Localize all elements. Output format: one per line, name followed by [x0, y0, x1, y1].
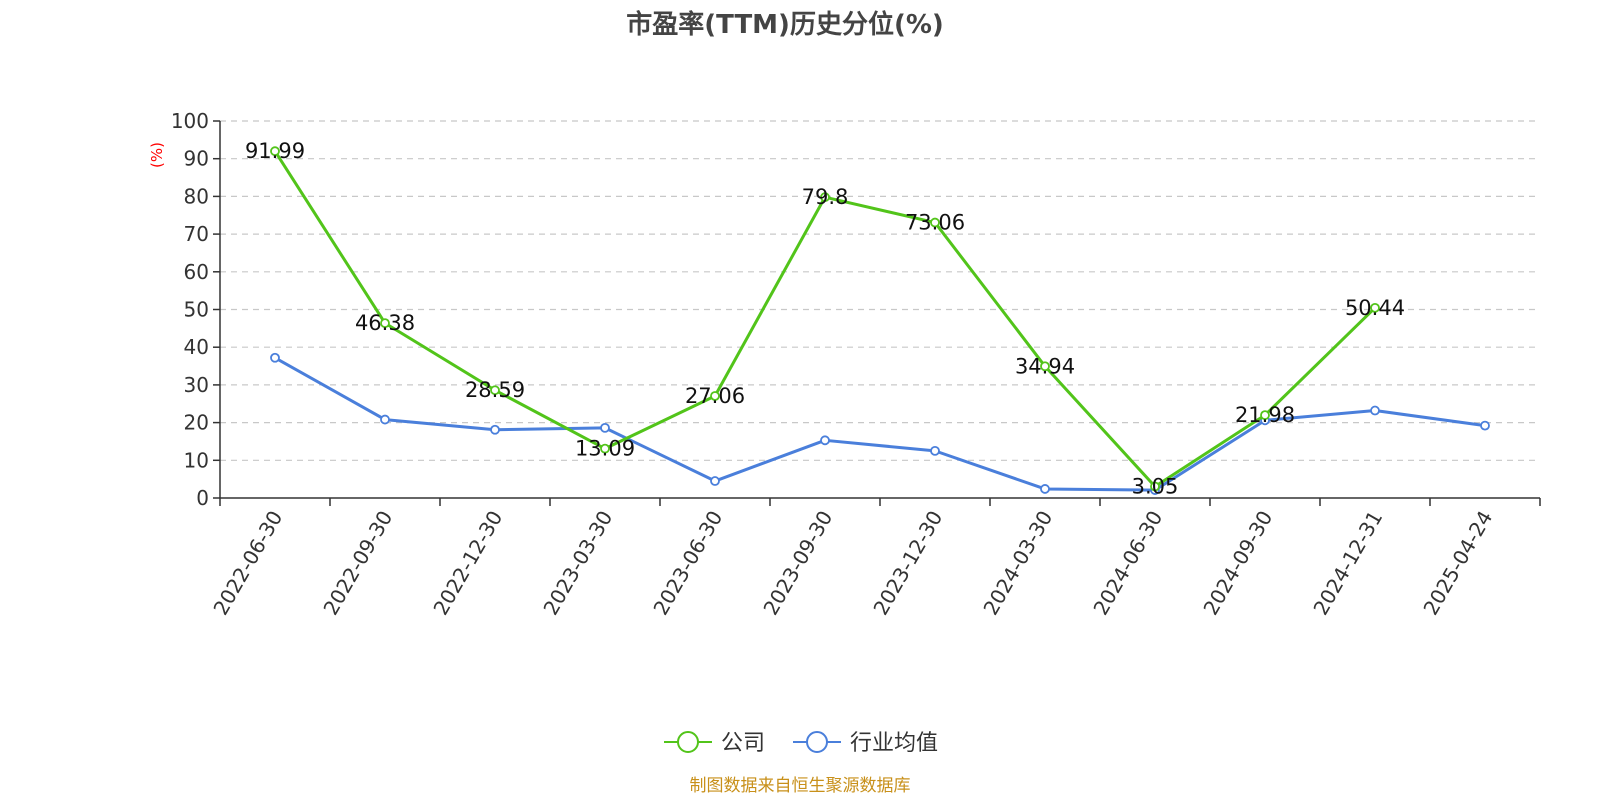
series-0-label-10: 50.44: [1345, 296, 1405, 320]
series-0-point-8: [1150, 481, 1160, 492]
series-layer: [270, 146, 1490, 495]
x-tick-label-8: 2024-06-30: [1088, 507, 1167, 620]
series-0-point-9: [1260, 410, 1270, 421]
x-tick-label-7: 2024-03-30: [978, 507, 1057, 620]
y-tick-label-6: 60: [184, 260, 209, 284]
x-tick-label-5: 2023-09-30: [758, 507, 837, 620]
x-tick-label-9: 2024-09-30: [1198, 507, 1277, 620]
series-0-point-2: [490, 385, 500, 396]
series-0-label-5: 79.8: [802, 185, 849, 209]
y-tick-label-7: 70: [184, 222, 209, 246]
series-0-point-5: [820, 192, 830, 203]
x-tick-label-10: 2024-12-31: [1308, 507, 1387, 620]
legend-item-1[interactable]: 行业均值: [793, 731, 938, 756]
y-tick-label-0: 0: [196, 486, 209, 510]
y-tick-label-10: 100: [171, 109, 209, 133]
series-1-point-11: [1480, 420, 1490, 431]
series-0-label-7: 34.94: [1015, 354, 1075, 378]
series-1-point-6: [930, 445, 940, 456]
series-0-point-4: [710, 391, 720, 401]
series-0-label-4: 27.06: [685, 384, 745, 408]
series-0-point-10: [1370, 302, 1380, 313]
x-tick-label-1: 2022-09-30: [318, 507, 397, 620]
y-tick-label-4: 40: [184, 335, 209, 359]
y-tick-label-3: 30: [184, 373, 209, 397]
x-tick-label-4: 2023-06-30: [648, 507, 727, 620]
y-tick-label-5: 50: [184, 298, 209, 322]
series-0-point-1: [380, 318, 390, 329]
series-1-point-1: [380, 414, 390, 425]
grid: [220, 120, 1540, 461]
series-1-point-10: [1370, 405, 1380, 416]
y-tick-label-9: 90: [184, 147, 209, 171]
series-line-1: [274, 356, 1486, 492]
series-0-label-2: 28.59: [465, 378, 525, 402]
legend-label-0: 公司: [721, 731, 765, 756]
series-0-point-0: [270, 146, 280, 157]
legend-marker-0: [677, 731, 699, 753]
series-0-label-8: 3.05: [1132, 475, 1179, 499]
series-1-point-0: [270, 352, 280, 363]
chart-title: 市盈率(TTM)历史分位(%): [626, 9, 944, 40]
series-1-point-3: [600, 422, 610, 433]
source-text: 制图数据来自恒生聚源数据库: [690, 776, 911, 796]
x-tick-label-6: 2023-12-30: [868, 507, 947, 620]
legend[interactable]: 公司 行业均值: [664, 731, 938, 756]
series-0-label-6: 73.06: [905, 211, 965, 235]
axes: 0 10 20 30 40 50 60 70 80 90 100 2022-06-30 2022-09-…: [171, 109, 1541, 620]
legend-item-0[interactable]: 公司: [664, 731, 765, 756]
data-labels: 91.99 46.38 28.59 13.09 27.06 79.8 73.06 34.94 3…: [245, 139, 1405, 498]
series-1-point-4: [710, 476, 720, 486]
y-tick-label-1: 10: [184, 448, 209, 472]
series-0-label-3: 13.09: [575, 437, 635, 461]
series-0-point-3: [600, 443, 610, 454]
x-tick-label-2: 2022-12-30: [428, 507, 507, 620]
y-axis-unit: (%): [148, 142, 166, 168]
series-0-point-6: [930, 217, 940, 228]
series-1-point-7: [1040, 484, 1050, 494]
series-0-label-1: 46.38: [355, 311, 415, 335]
series-1-point-2: [490, 424, 500, 435]
x-tick-label-0: 2022-06-30: [208, 507, 287, 620]
series-0-label-0: 91.99: [245, 139, 305, 163]
legend-marker-1: [806, 731, 828, 753]
x-tick-label-3: 2023-03-30: [538, 507, 617, 620]
y-tick-label-2: 20: [184, 411, 209, 435]
y-tick-label-8: 80: [184, 184, 209, 208]
series-0-point-7: [1040, 361, 1050, 372]
series-0-label-9: 21.98: [1235, 403, 1295, 427]
x-tick-label-11: 2025-04-24: [1418, 507, 1497, 620]
series-1-point-5: [820, 435, 830, 446]
legend-label-1: 行业均值: [850, 731, 938, 756]
